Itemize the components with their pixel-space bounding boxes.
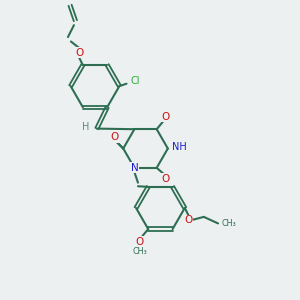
Text: O: O [136,236,144,247]
Text: CH₃: CH₃ [133,247,147,256]
Text: O: O [161,112,169,122]
Text: NH: NH [172,142,187,152]
Text: O: O [75,47,83,58]
Text: CH₃: CH₃ [222,219,236,228]
Text: O: O [111,132,119,142]
Text: O: O [184,215,193,225]
Text: H: H [82,122,89,132]
Text: Cl: Cl [130,76,140,86]
Text: O: O [161,174,169,184]
Text: N: N [130,163,138,173]
